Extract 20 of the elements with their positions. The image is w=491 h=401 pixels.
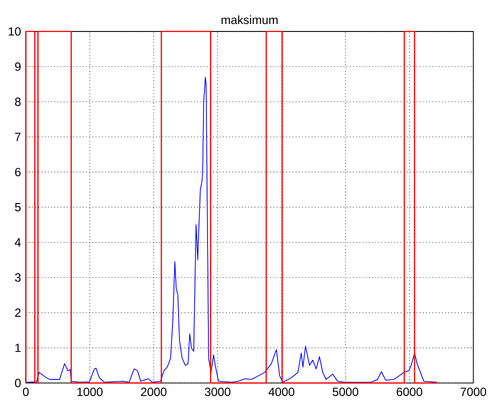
- x-tick-label: 6000: [396, 388, 422, 396]
- y-tick-label: 5: [14, 203, 21, 212]
- chart-title: maksimum: [222, 16, 278, 24]
- y-tick-label: 8: [15, 98, 21, 106]
- y-tick-label: 4: [14, 238, 21, 247]
- y-tick-label: 1: [15, 344, 21, 352]
- y-tick-label: 3: [14, 274, 21, 282]
- y-tick-label: 2: [15, 308, 21, 318]
- x-tick-label: 7000: [460, 388, 486, 396]
- y-tick-label: 7: [15, 133, 21, 142]
- x-tick-label: 5000: [332, 388, 358, 396]
- x-tick-label: 3000: [204, 388, 230, 396]
- x-tick-label: 1000: [77, 388, 103, 396]
- y-tick-label: 9: [15, 62, 21, 72]
- x-tick-label: 2000: [141, 388, 166, 396]
- x-tick-label: 0: [22, 388, 29, 396]
- y-tick-label: 6: [15, 168, 21, 177]
- y-tick-label: 10: [8, 27, 21, 36]
- y-tick-label: 0: [14, 379, 21, 388]
- x-tick-label: 4000: [268, 388, 294, 396]
